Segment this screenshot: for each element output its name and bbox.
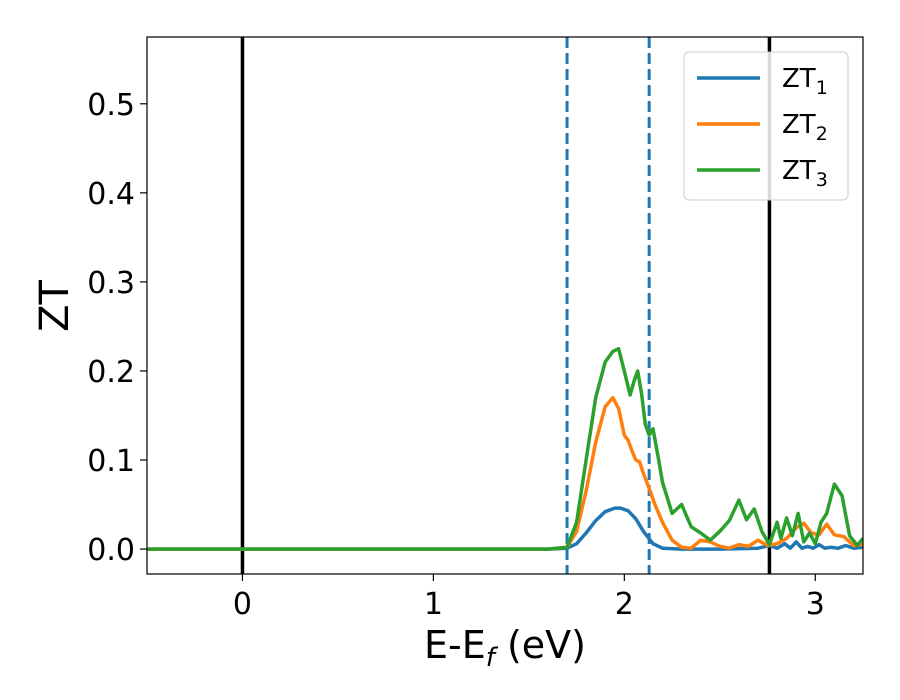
legend: ZT1 ZT2 ZT3 — [683, 51, 849, 201]
series-line-zt2 — [147, 395, 863, 551]
y-axis: 0.0 0.1 0.2 0.3 0.4 0.5 — [87, 88, 147, 568]
x-tick-label: 2 — [615, 587, 634, 622]
legend-label-zt2: ZT2 — [782, 110, 828, 145]
legend-box — [683, 51, 849, 201]
x-tick-label: 1 — [424, 587, 443, 622]
y-tick-label: 0.2 — [87, 355, 135, 390]
series-line-zt1 — [147, 506, 863, 551]
y-tick-label: 0.3 — [87, 266, 135, 301]
y-tick-label: 0.4 — [87, 177, 135, 212]
x-tick-label: 3 — [806, 587, 825, 622]
y-tick-label: 0.5 — [87, 88, 135, 123]
x-tick-label: 0 — [233, 587, 252, 622]
series-line-zt3 — [147, 346, 863, 551]
x-axis-label: E-Ef (eV) — [424, 623, 586, 673]
legend-label-zt3: ZT3 — [782, 156, 828, 191]
plot-frame — [146, 36, 864, 575]
x-axis: 0 1 2 3 — [233, 574, 825, 622]
y-tick-label: 0.1 — [87, 444, 135, 479]
series-lines — [147, 346, 863, 551]
legend-label-zt1: ZT1 — [782, 64, 828, 99]
y-axis-label: ZT — [32, 280, 78, 332]
y-tick-label: 0.0 — [87, 533, 135, 568]
